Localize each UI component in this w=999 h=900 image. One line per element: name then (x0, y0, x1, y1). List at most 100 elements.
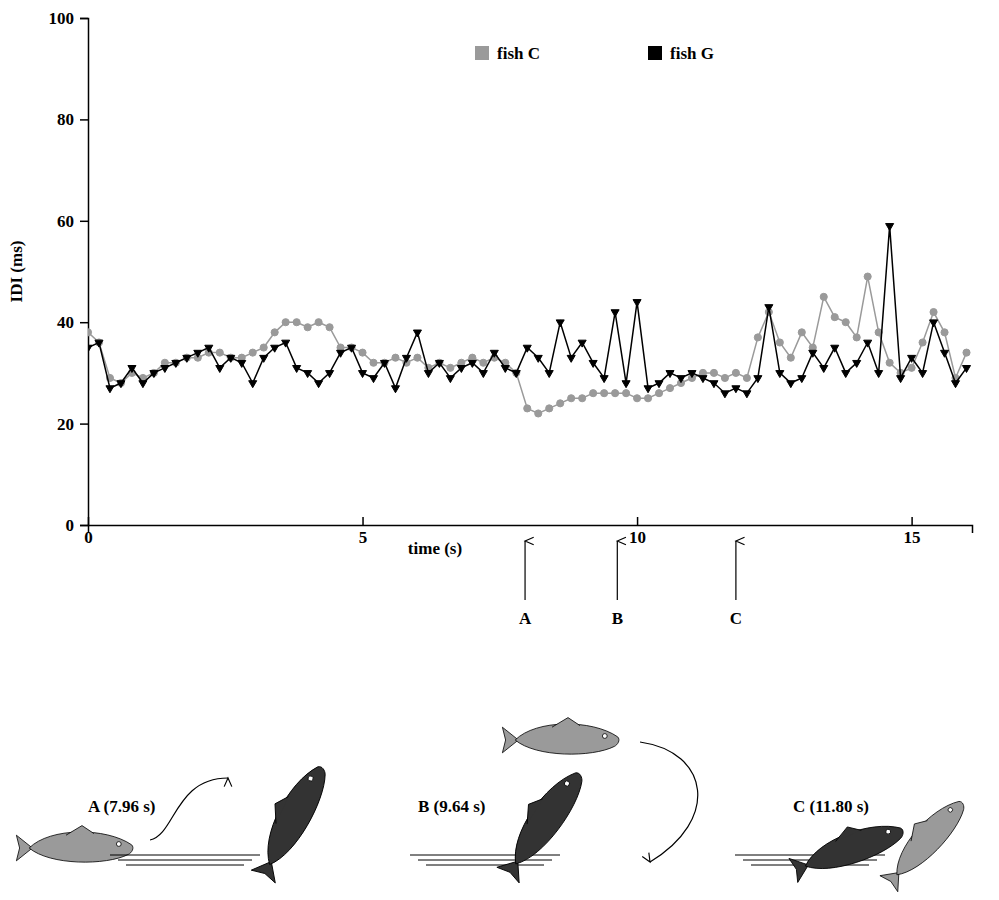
series-point (732, 369, 739, 376)
x-tick: 15 (904, 517, 921, 547)
legend-label: fish G (670, 44, 714, 63)
fish-drawing (489, 760, 592, 884)
series-point (271, 345, 279, 352)
series-point (589, 360, 597, 367)
event-label: B (612, 609, 623, 628)
legend-item: fish G (648, 44, 714, 63)
series-point (414, 354, 421, 361)
series-point (534, 355, 542, 362)
series-point (820, 366, 828, 373)
x-tick-mark (637, 517, 639, 525)
series-point (392, 354, 399, 361)
series-point (512, 371, 520, 378)
series-point (875, 371, 883, 378)
ground-line (418, 860, 552, 861)
y-tick-label: 40 (57, 313, 74, 332)
series-line (88, 226, 967, 393)
y-tick: 60 (57, 212, 88, 231)
y-tick-mark (80, 322, 88, 324)
series-point (150, 371, 158, 378)
series-point (897, 376, 905, 383)
fish-drawing (502, 718, 619, 755)
series-point (117, 381, 125, 388)
series-point (842, 371, 850, 378)
series-point (139, 381, 147, 388)
series-point (853, 360, 861, 367)
x-tick: 5 (359, 517, 368, 547)
x-tick-label: 5 (359, 528, 368, 547)
series-point (831, 345, 839, 352)
series-point (315, 319, 322, 326)
series-point (776, 339, 783, 346)
series-point (612, 390, 619, 397)
series-point (644, 386, 652, 393)
fish-drawing (873, 788, 972, 892)
y-tick-label: 60 (57, 212, 74, 231)
series-point (304, 371, 312, 378)
series-point (161, 366, 169, 373)
x-tick-mark (362, 517, 364, 525)
series-point (919, 339, 926, 346)
series-point (293, 366, 301, 373)
series-point (634, 395, 641, 402)
fish-drawing (242, 756, 334, 884)
series-point (864, 340, 872, 347)
series-point (952, 381, 960, 388)
series-point (227, 355, 235, 362)
series-point (908, 355, 916, 362)
series-point (710, 381, 718, 388)
series-point (655, 390, 662, 397)
y-axis-line (80, 19, 89, 526)
ground-line (126, 865, 244, 866)
fish-drawing (786, 810, 908, 884)
y-tick-label: 0 (66, 516, 75, 535)
series-point (732, 386, 740, 393)
series-point (930, 320, 938, 327)
series-point (238, 360, 246, 367)
legend-label: fish C (497, 44, 540, 63)
movement-arrow (640, 742, 698, 862)
series-point (578, 340, 586, 347)
series-point (556, 320, 564, 327)
series-point (622, 381, 630, 388)
series-point (809, 350, 817, 357)
series-point (282, 340, 290, 347)
series-point (568, 395, 575, 402)
y-tick-label: 80 (57, 110, 74, 129)
series-point (402, 355, 410, 362)
ground-line (118, 860, 252, 861)
series-point (106, 386, 114, 393)
series-point (435, 360, 443, 367)
event-arrow (735, 541, 736, 600)
series-point (535, 410, 542, 417)
series-point (480, 359, 487, 366)
series-point (930, 308, 937, 315)
y-tick: 100 (49, 9, 89, 28)
series-point (479, 371, 487, 378)
series-point (677, 376, 685, 383)
series-point (962, 366, 970, 373)
series-point (743, 391, 751, 398)
series-point (623, 390, 630, 397)
series-point (699, 376, 707, 383)
series-point (787, 381, 795, 388)
series-point (601, 390, 608, 397)
ground-line (426, 865, 544, 866)
series-point (831, 314, 838, 321)
series-point (194, 350, 202, 357)
series-point (88, 345, 92, 352)
series-point (216, 349, 223, 356)
series-point (710, 369, 717, 376)
series-point (348, 345, 356, 352)
series-line (88, 277, 967, 414)
series-point (326, 324, 333, 331)
series-point (523, 345, 531, 352)
legend-swatch (648, 46, 662, 60)
series-point (304, 324, 311, 331)
series-point (359, 349, 366, 356)
series-point (820, 293, 827, 300)
series-point (369, 376, 377, 383)
series-point (633, 300, 641, 307)
x-tick-label: 15 (904, 528, 921, 547)
series-point (590, 390, 597, 397)
